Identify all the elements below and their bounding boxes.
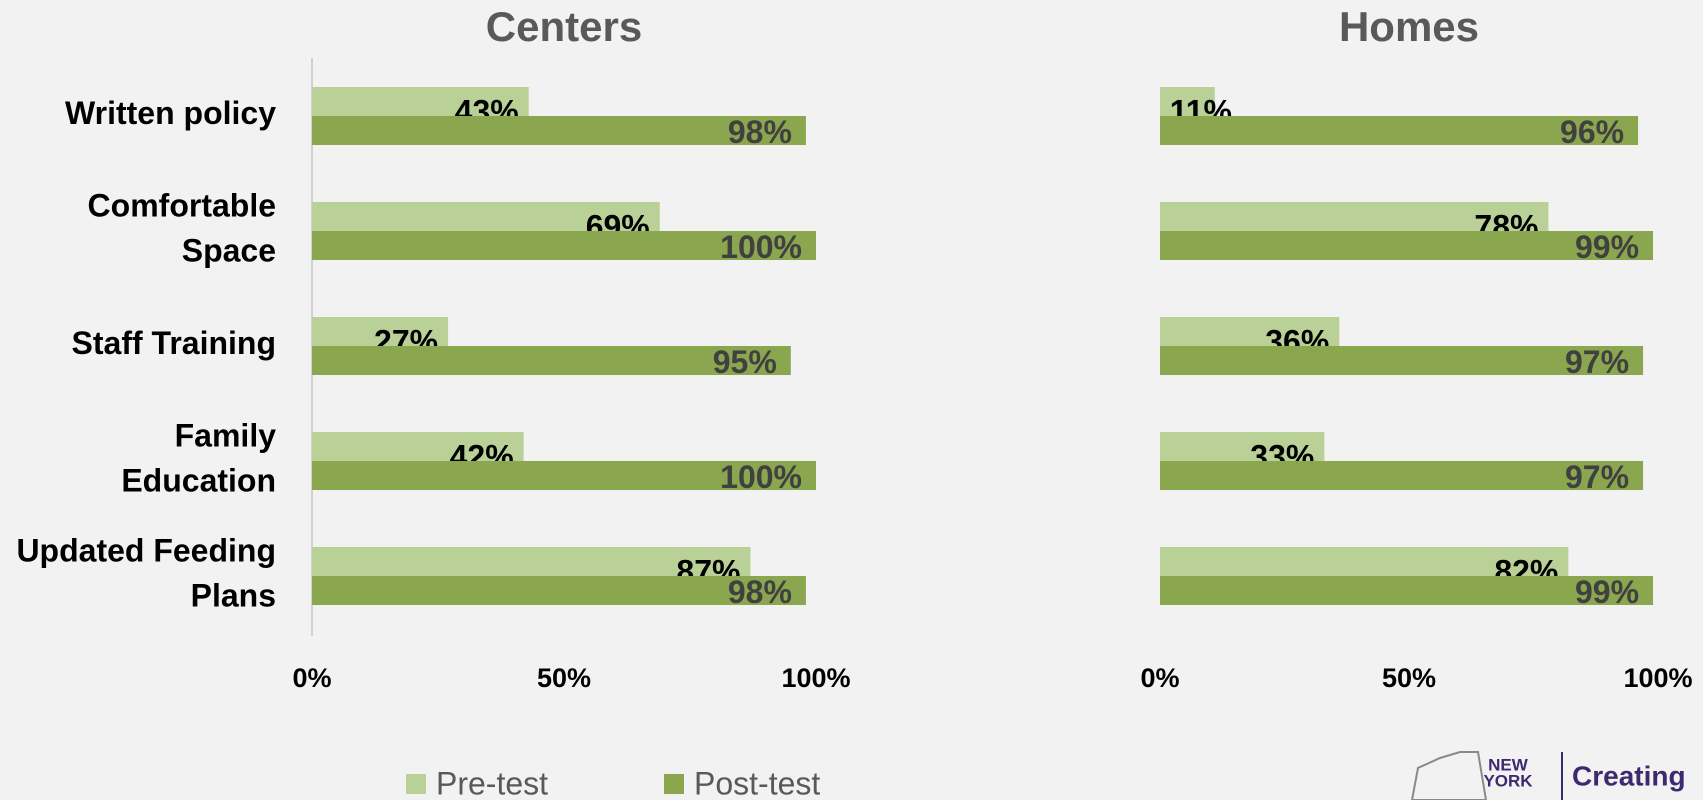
data-label: 98% xyxy=(728,574,792,610)
category-label: Updated Feeding Plans xyxy=(16,533,276,614)
data-label: 95% xyxy=(713,344,777,380)
bar xyxy=(1160,87,1215,116)
logo: NEW YORK Creating xyxy=(1410,751,1686,800)
legend-swatch xyxy=(406,774,426,794)
data-label: 100% xyxy=(720,459,802,495)
chart-title: Centers xyxy=(486,3,642,50)
bar xyxy=(312,346,791,375)
bar xyxy=(1160,116,1639,145)
category-label-line: Space xyxy=(182,233,276,269)
logo-text: Creating xyxy=(1572,760,1686,791)
category-label-line: Staff Training xyxy=(72,325,276,361)
category-label: Written policy xyxy=(65,95,276,131)
category-label-line: Comfortable xyxy=(88,188,276,224)
bar xyxy=(312,317,449,346)
data-label: 100% xyxy=(720,229,802,265)
bar xyxy=(1160,432,1325,461)
bar xyxy=(312,547,751,576)
x-tick-label: 100% xyxy=(781,663,850,693)
logo-outline xyxy=(1410,751,1488,800)
x-tick-label: 100% xyxy=(1623,663,1692,693)
data-label: 98% xyxy=(728,114,792,150)
data-label: 99% xyxy=(1575,574,1639,610)
data-label: 96% xyxy=(1560,114,1624,150)
bar xyxy=(312,231,816,260)
x-tick-label: 50% xyxy=(1382,663,1436,693)
category-label-line: Family xyxy=(175,418,277,454)
bar xyxy=(1160,461,1644,490)
bar xyxy=(1160,202,1549,231)
category-label-line: Education xyxy=(121,463,276,499)
category-label-line: Plans xyxy=(191,578,276,614)
logo-state: NEW xyxy=(1488,755,1529,774)
x-tick-label: 0% xyxy=(1140,663,1179,693)
logo-state: YORK xyxy=(1483,771,1533,790)
bar xyxy=(312,202,660,231)
bar xyxy=(312,116,806,145)
category-label: Comfortable Space xyxy=(88,188,276,269)
chart-title: Homes xyxy=(1339,3,1479,50)
bar xyxy=(1160,317,1340,346)
bar xyxy=(1160,346,1644,375)
legend-swatch xyxy=(664,774,684,794)
category-label-line: Updated Feeding xyxy=(16,533,276,569)
data-label: 97% xyxy=(1565,459,1629,495)
bar xyxy=(312,432,524,461)
bar xyxy=(312,87,529,116)
data-label: 97% xyxy=(1565,344,1629,380)
bar xyxy=(1160,576,1654,605)
legend-label: Post-test xyxy=(694,765,820,800)
bar xyxy=(1160,231,1654,260)
data-label: 99% xyxy=(1575,229,1639,265)
bar xyxy=(312,461,816,490)
category-label-line: Written policy xyxy=(65,95,276,131)
bar xyxy=(1160,547,1569,576)
legend-label: Pre-test xyxy=(436,765,548,800)
category-label: Staff Training xyxy=(72,325,276,361)
x-tick-label: 50% xyxy=(537,663,591,693)
bar xyxy=(312,576,806,605)
x-tick-label: 0% xyxy=(292,663,331,693)
category-label: Family Education xyxy=(121,418,276,499)
